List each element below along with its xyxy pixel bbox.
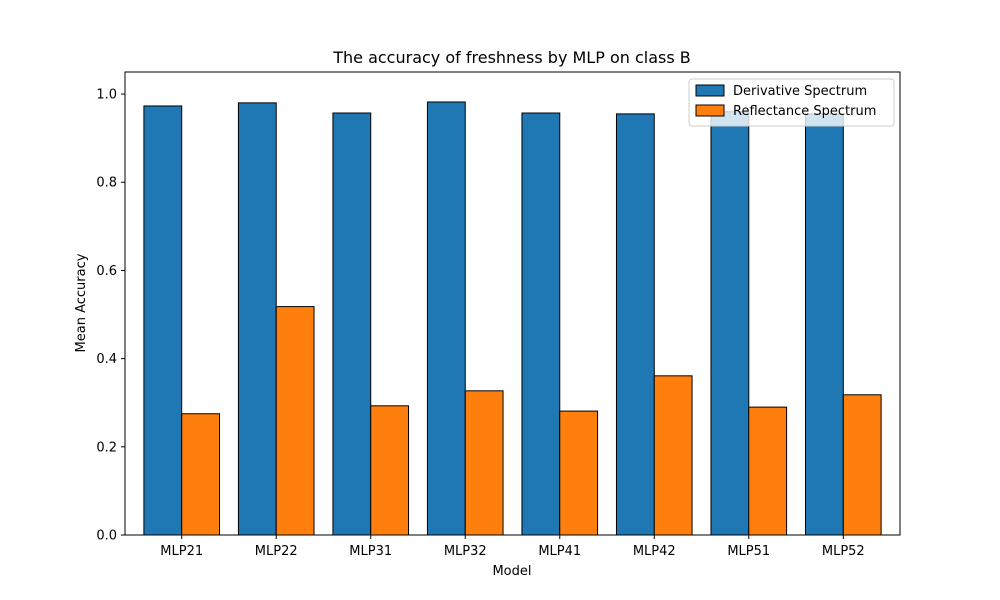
x-tick-label: MLP32 — [444, 544, 487, 559]
x-axis-label: Model — [492, 564, 531, 579]
bar-derivative-mlp51 — [710, 111, 750, 536]
x-tick-label: MLP21 — [160, 544, 203, 559]
y-tick-label: 0.8 — [96, 176, 117, 191]
x-tick-label: MLP42 — [633, 544, 676, 559]
bar-derivative-mlp21 — [143, 105, 183, 536]
y-tick-label: 0.0 — [96, 529, 117, 544]
bar-derivative-mlp52 — [804, 113, 844, 536]
legend-box — [688, 78, 895, 127]
plot-frame — [124, 71, 901, 536]
bar-reflectance-mlp41 — [559, 410, 599, 536]
y-tick-label: 0.4 — [96, 352, 117, 367]
bar-reflectance-mlp52 — [842, 394, 882, 536]
bar-reflectance-mlp42 — [653, 375, 693, 536]
x-tick-label: MLP22 — [255, 544, 298, 559]
bar-derivative-mlp41 — [521, 112, 561, 536]
x-tick-label: MLP41 — [538, 544, 581, 559]
y-tick-label: 1.0 — [96, 88, 117, 103]
x-tick-label: MLP52 — [822, 544, 865, 559]
y-tick-label: 0.6 — [96, 264, 117, 279]
bar-reflectance-mlp21 — [181, 413, 221, 536]
bar-derivative-mlp31 — [332, 112, 372, 536]
legend-label-derivative: Derivative Spectrum — [733, 84, 867, 99]
bar-reflectance-mlp32 — [464, 390, 504, 536]
bars-group — [143, 101, 882, 536]
bar-derivative-mlp42 — [615, 113, 655, 536]
bar-reflectance-mlp22 — [275, 306, 315, 536]
legend: Derivative Spectrum Reflectance Spectrum — [688, 78, 895, 127]
bar-derivative-mlp22 — [237, 102, 277, 536]
chart-title: The accuracy of freshness by MLP on clas… — [332, 48, 691, 67]
axes-group: 0.0 0.2 0.4 0.6 0.8 1.0 MLP21 MLP22 MLP31 MLP32 ML… — [96, 71, 901, 559]
bar-reflectance-mlp31 — [370, 405, 410, 536]
bar-derivative-mlp32 — [426, 101, 466, 536]
y-tick-label: 0.2 — [96, 440, 117, 455]
legend-swatch-derivative — [695, 84, 725, 97]
legend-label-reflectance: Reflectance Spectrum — [733, 104, 876, 119]
x-tick-label: MLP31 — [349, 544, 392, 559]
legend-swatch-reflectance — [695, 104, 725, 117]
y-axis-label: Mean Accuracy — [74, 253, 89, 352]
x-tick-label: MLP51 — [727, 544, 770, 559]
bar-reflectance-mlp51 — [748, 406, 788, 536]
